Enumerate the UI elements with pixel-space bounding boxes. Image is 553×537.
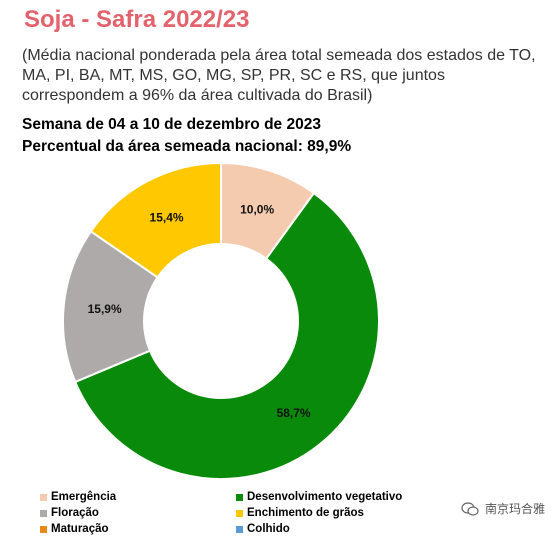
donut-slice-1	[73, 191, 380, 480]
legend-swatch	[40, 493, 47, 501]
donut-slice-2	[62, 229, 159, 384]
week-range: Semana de 04 a 10 de dezembro de 2023	[22, 116, 321, 133]
slice-label-2: 15,9%	[88, 302, 122, 316]
chart-title: Soja - Safra 2022/23	[24, 6, 250, 33]
legend-item-emergencia: Emergência	[40, 489, 236, 505]
wechat-icon	[461, 501, 479, 516]
chart-subtitle: (Média nacional ponderada pela área tota…	[22, 47, 536, 104]
legend-item-colhido: Colhido	[236, 521, 406, 537]
legend-label: Floração	[51, 507, 99, 519]
legend-item-enchimento: Enchimento de grãos	[236, 505, 406, 521]
legend-item-maturacao: Maturação	[40, 521, 236, 537]
legend-swatch	[236, 509, 243, 517]
legend-label: Maturação	[51, 523, 109, 535]
watermark-text: 南京玛合雅	[484, 502, 545, 516]
legend-label: Emergência	[51, 491, 117, 503]
legend-swatch	[40, 509, 47, 517]
watermark: 南京玛合雅	[461, 500, 545, 517]
legend-label: Enchimento de grãos	[247, 507, 364, 519]
slice-label-3: 15,4%	[150, 210, 184, 224]
slice-label-1: 58,7%	[277, 406, 311, 420]
legend-label: Colhido	[247, 523, 290, 535]
donut-slice-3	[89, 161, 222, 279]
legend-label: Desenvolvimento vegetativo	[247, 491, 403, 503]
legend-swatch	[236, 525, 243, 533]
legend-item-desenvolvimento: Desenvolvimento vegetativo	[236, 489, 406, 505]
area-percent: Percentual da área semeada nacional: 89,…	[22, 138, 352, 155]
legend-swatch	[236, 493, 243, 501]
legend-item-floracao: Floração	[40, 505, 236, 521]
legend-swatch	[40, 525, 47, 533]
legend: Emergência Desenvolvimento vegetativo Fl…	[40, 489, 402, 537]
slice-label-0: 10,0%	[240, 203, 274, 217]
